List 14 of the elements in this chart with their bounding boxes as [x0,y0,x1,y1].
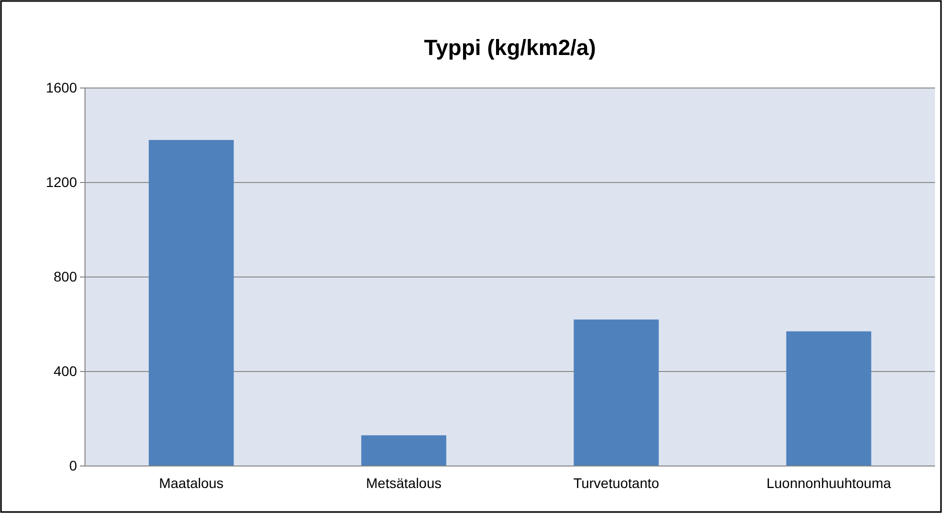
x-tick-label: Turvetuotanto [573,474,660,491]
y-tick-label: 400 [54,362,78,379]
chart-title: Typpi (kg/km2/a) [424,35,596,60]
y-tick-label: 800 [54,268,78,284]
y-tick-label: 1200 [46,174,78,190]
y-tick-label: 1600 [46,79,78,96]
y-tick-label: 0 [69,457,78,474]
bar [574,320,659,466]
bar [786,331,872,466]
x-tick-label: Maatalous [158,474,224,491]
x-tick-label: Luonnonhuuhtouma [766,474,892,491]
bar [148,140,234,466]
bar [361,435,446,466]
x-tick-label: Metsätalous [366,474,442,491]
